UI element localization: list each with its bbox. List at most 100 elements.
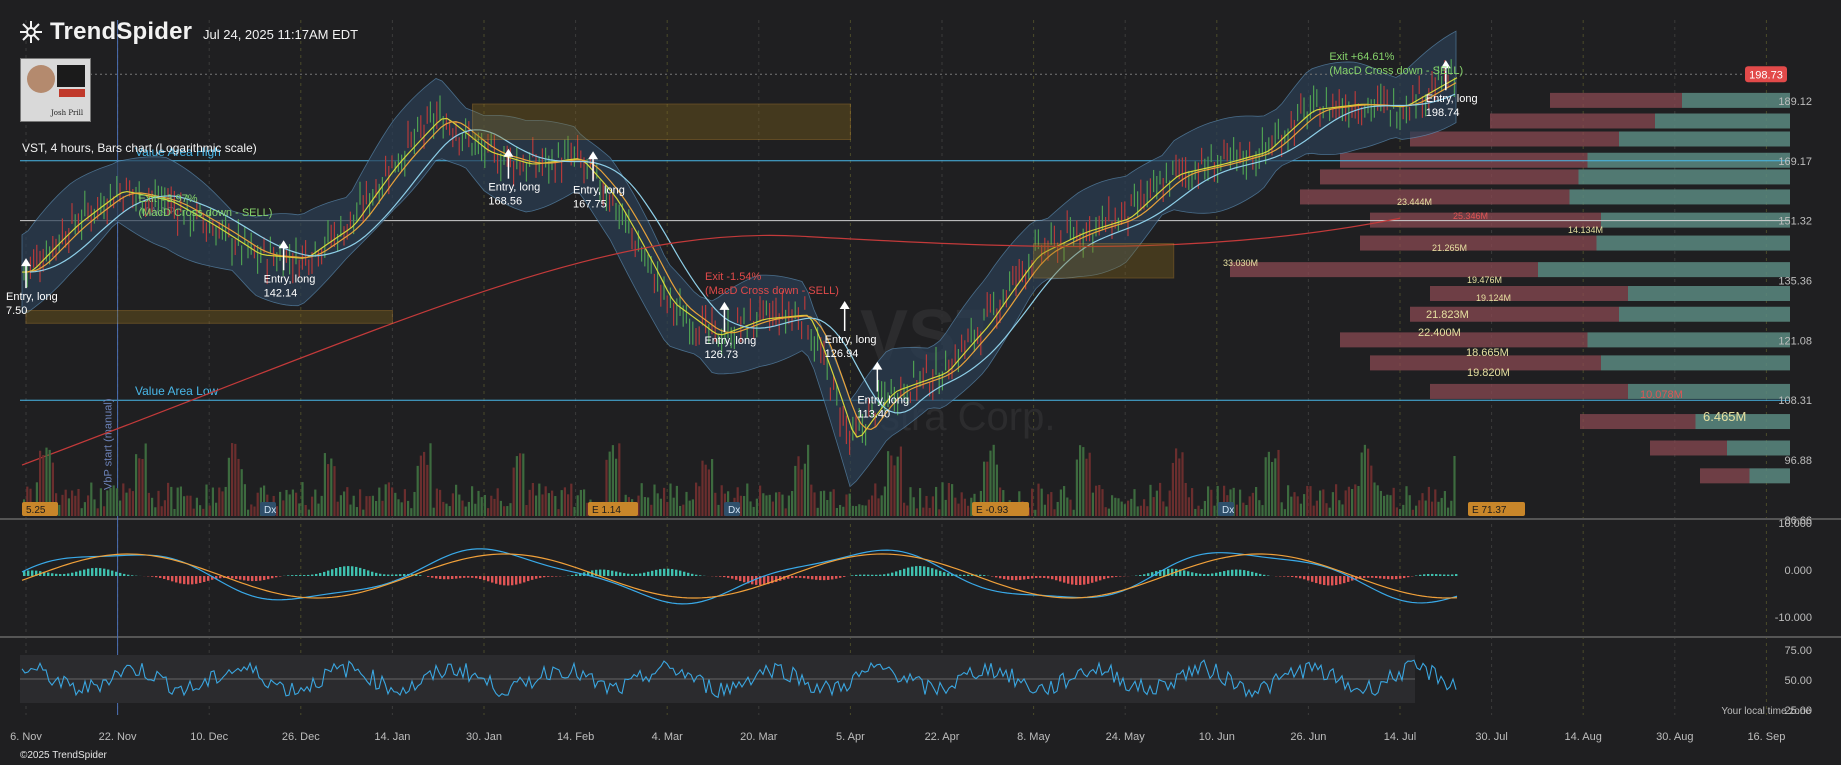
volume-bar — [35, 482, 38, 516]
volume-bar — [237, 458, 240, 516]
volume-bar — [1232, 487, 1235, 516]
volume-bar — [1299, 503, 1302, 516]
macd-histogram-bar — [811, 576, 814, 580]
entry-label: Entry, long — [264, 273, 316, 285]
volume-bar — [250, 504, 253, 516]
level-label: Value Area Low — [135, 384, 219, 398]
volume-bar — [1360, 452, 1363, 516]
macd-histogram-bar — [819, 576, 822, 581]
volume-bar — [122, 483, 125, 516]
volume-bar — [983, 461, 986, 516]
volume-profile-bar-up — [1628, 383, 1790, 399]
macd-histogram-bar — [47, 572, 50, 576]
axes: VST, 4 hours, Bars chart (Logarithmic sc… — [10, 96, 1812, 743]
macd-histogram-bar — [1287, 576, 1290, 577]
macd-histogram-bar — [979, 574, 982, 576]
macd-histogram-bar — [235, 576, 238, 579]
macd-histogram-bar — [1075, 576, 1078, 585]
volume-bar — [1184, 482, 1187, 516]
volume-bar — [1264, 457, 1267, 516]
volume-bar — [371, 495, 374, 516]
rsi-panel — [20, 655, 1457, 703]
macd-histogram-bar — [1339, 576, 1342, 585]
volume-bar — [896, 456, 899, 516]
macd-histogram-bar — [1159, 570, 1162, 576]
macd-histogram-bar — [195, 576, 198, 584]
volume-bar — [275, 506, 278, 516]
macd-histogram-bar — [1171, 568, 1174, 576]
macd-histogram-bar — [303, 575, 306, 576]
entry-label: Entry, long — [1426, 93, 1478, 105]
volume-bar — [1034, 509, 1037, 516]
volume-bar — [743, 496, 746, 516]
volume-bar — [538, 483, 541, 516]
volume-bar — [1376, 485, 1379, 516]
macd-histogram-bar — [503, 576, 506, 586]
volume-bar — [61, 494, 64, 516]
volume-profile-bar-down — [1700, 468, 1750, 484]
macd-histogram-bar — [167, 576, 170, 581]
macd-histogram-bar — [639, 573, 642, 576]
volume-bar — [1123, 504, 1126, 516]
volume-bar — [259, 487, 262, 516]
volume-bar — [355, 507, 358, 516]
macd-histogram-bar — [939, 570, 942, 576]
volume-bar — [307, 509, 310, 516]
volume-bar — [864, 505, 867, 516]
volume-bar — [682, 504, 685, 516]
volume-bar — [423, 451, 426, 516]
macd-histogram-bar — [243, 576, 246, 581]
macd-histogram-bar — [263, 576, 266, 581]
volume-bar — [1443, 491, 1446, 516]
volume-bar — [509, 503, 512, 516]
macd-histogram-bar — [1259, 573, 1262, 576]
volume-bar — [1143, 499, 1146, 516]
volume-bar — [803, 463, 806, 516]
macd-histogram-bar — [91, 568, 94, 576]
volume-bar — [691, 499, 694, 516]
macd-histogram-bar — [1047, 576, 1050, 579]
volume-bar — [816, 507, 819, 516]
volume-bar — [1197, 505, 1200, 516]
entry-price: 167.75 — [573, 198, 607, 210]
volume-bar — [1181, 452, 1184, 516]
macd-histogram-bar — [1331, 576, 1334, 586]
macd-histogram-bar — [887, 573, 890, 576]
macd-histogram-bar — [1071, 576, 1074, 585]
volume-bar — [1239, 489, 1242, 516]
volume-bar — [362, 509, 365, 516]
volume-bar — [736, 487, 739, 516]
y-axis-tick-label: 189.12 — [1778, 96, 1812, 108]
volume-bar — [1072, 509, 1075, 516]
volume-profile-bar-down — [1410, 306, 1619, 322]
macd-histogram-bar — [1403, 576, 1406, 579]
macd-histogram-bar — [1199, 573, 1202, 576]
volume-bar — [915, 508, 918, 516]
macd-histogram-bar — [1427, 573, 1430, 576]
volume-bar — [845, 494, 848, 516]
volume-bar — [813, 492, 816, 516]
x-axis-tick-label: 26. Jun — [1290, 731, 1326, 743]
volume-bar — [711, 459, 714, 516]
volume-bar — [1207, 486, 1210, 516]
x-axis-tick-label: 8. May — [1017, 731, 1051, 743]
macd-histogram-bar — [1235, 569, 1238, 576]
macd-histogram-bar — [1219, 571, 1222, 576]
volume-bar — [672, 497, 675, 516]
macd-histogram-bar — [603, 569, 606, 576]
macd-histogram-bar — [759, 576, 762, 586]
x-axis-tick-label: 16. Sep — [1747, 731, 1785, 743]
volume-bar — [1370, 465, 1373, 516]
volume-bar — [1347, 486, 1350, 516]
macd-histogram-bar — [739, 576, 742, 582]
macd-histogram-bar — [671, 569, 674, 576]
volume-profile-label: 14.134M — [1568, 225, 1603, 235]
volume-bar — [739, 495, 742, 516]
volume-bar — [67, 498, 70, 516]
volume-bar — [714, 492, 717, 516]
volume-bar — [1168, 490, 1171, 516]
volume-bar — [880, 495, 883, 516]
volume-bar — [135, 454, 138, 516]
macd-histogram-bar — [55, 573, 58, 576]
